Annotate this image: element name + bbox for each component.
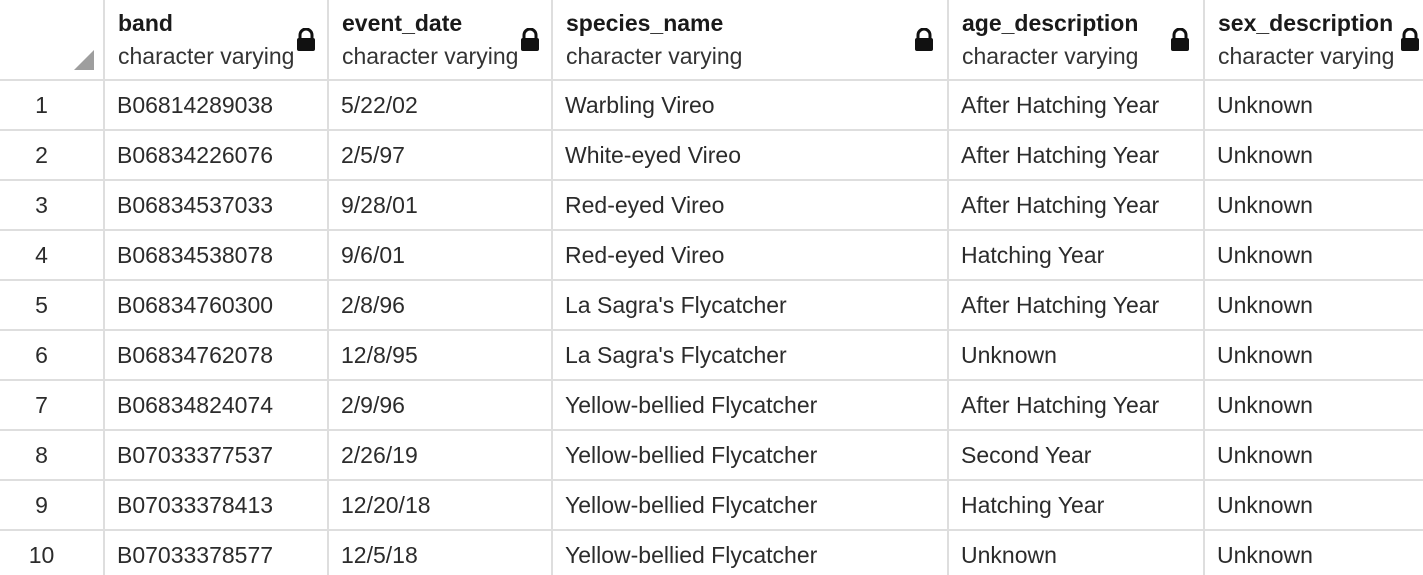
cell-species-name[interactable]: La Sagra's Flycatcher (552, 330, 949, 381)
select-all-corner[interactable] (0, 0, 105, 81)
lock-icon (297, 28, 315, 51)
cell-species-name[interactable]: Yellow-bellied Flycatcher (552, 480, 949, 531)
cell-sex-description[interactable]: Unknown (1204, 430, 1423, 481)
cell-species-name[interactable]: La Sagra's Flycatcher (552, 280, 949, 331)
table-row[interactable]: 3 B06834537033 9/28/01 Red-eyed Vireo After … (0, 180, 1423, 231)
cell-event-date[interactable]: 5/22/02 (328, 80, 553, 131)
cell-event-date[interactable]: 9/6/01 (328, 230, 553, 281)
column-header-species-name[interactable]: species_name character varying (552, 0, 949, 81)
cell-age-description[interactable]: After Hatching Year (948, 180, 1205, 231)
cell-species-name[interactable]: White-eyed Vireo (552, 130, 949, 181)
row-number[interactable]: 5 (0, 280, 105, 331)
column-header-event-date[interactable]: event_date character varying (328, 0, 553, 81)
column-name: age_description (962, 10, 1139, 36)
cell-band[interactable]: B06834762078 (104, 330, 329, 381)
cell-event-date[interactable]: 2/8/96 (328, 280, 553, 331)
column-header-age-description[interactable]: age_description character varying (948, 0, 1205, 81)
column-name: species_name (566, 10, 724, 36)
row-number[interactable]: 4 (0, 230, 105, 281)
table-row[interactable]: 4 B06834538078 9/6/01 Red-eyed Vireo Hatchin… (0, 230, 1423, 281)
cell-species-name[interactable]: Red-eyed Vireo (552, 230, 949, 281)
cell-band[interactable]: B06834226076 (104, 130, 329, 181)
cell-band[interactable]: B07033378577 (104, 530, 329, 575)
cell-species-name[interactable]: Yellow-bellied Flycatcher (552, 380, 949, 431)
lock-icon (521, 28, 539, 51)
row-number[interactable]: 3 (0, 180, 105, 231)
cell-event-date[interactable]: 12/20/18 (328, 480, 553, 531)
cell-species-name[interactable]: Yellow-bellied Flycatcher (552, 530, 949, 575)
cell-sex-description[interactable]: Unknown (1204, 230, 1423, 281)
cell-age-description[interactable]: Unknown (948, 530, 1205, 575)
column-type: character varying (566, 43, 743, 69)
header-row: band character varying event_date charac… (0, 0, 1423, 81)
cell-sex-description[interactable]: Unknown (1204, 330, 1423, 381)
cell-band[interactable]: B06834824074 (104, 380, 329, 431)
cell-event-date[interactable]: 12/8/95 (328, 330, 553, 381)
cell-event-date[interactable]: 9/28/01 (328, 180, 553, 231)
cell-age-description[interactable]: Hatching Year (948, 480, 1205, 531)
cell-band[interactable]: B06834537033 (104, 180, 329, 231)
row-number[interactable]: 6 (0, 330, 105, 381)
column-name: band (118, 10, 173, 36)
column-name: sex_description (1218, 10, 1394, 36)
cell-sex-description[interactable]: Unknown (1204, 480, 1423, 531)
row-number[interactable]: 9 (0, 480, 105, 531)
row-number[interactable]: 2 (0, 130, 105, 181)
cell-sex-description[interactable]: Unknown (1204, 180, 1423, 231)
column-header-sex-description[interactable]: sex_description character varying (1204, 0, 1423, 81)
select-all-icon (74, 50, 94, 70)
cell-event-date[interactable]: 2/26/19 (328, 430, 553, 481)
cell-age-description[interactable]: After Hatching Year (948, 280, 1205, 331)
table-body: 1 B06814289038 5/22/02 Warbling Vireo After … (0, 80, 1423, 575)
lock-icon (915, 28, 933, 51)
table-row[interactable]: 8 B07033377537 2/26/19 Yellow-bellied Flyca… (0, 430, 1423, 481)
column-type: character varying (1218, 43, 1395, 69)
cell-band[interactable]: B07033378413 (104, 480, 329, 531)
cell-age-description[interactable]: Second Year (948, 430, 1205, 481)
cell-age-description[interactable]: Hatching Year (948, 230, 1205, 281)
column-type: character varying (118, 43, 295, 69)
cell-age-description[interactable]: After Hatching Year (948, 380, 1205, 431)
column-header-band[interactable]: band character varying (104, 0, 329, 81)
cell-species-name[interactable]: Warbling Vireo (552, 80, 949, 131)
cell-sex-description[interactable]: Unknown (1204, 130, 1423, 181)
cell-band[interactable]: B06834760300 (104, 280, 329, 331)
table-row[interactable]: 1 B06814289038 5/22/02 Warbling Vireo After … (0, 80, 1423, 131)
cell-event-date[interactable]: 12/5/18 (328, 530, 553, 575)
row-number[interactable]: 8 (0, 430, 105, 481)
row-number[interactable]: 10 (0, 530, 105, 575)
table-row[interactable]: 2 B06834226076 2/5/97 White-eyed Vireo After… (0, 130, 1423, 181)
cell-sex-description[interactable]: Unknown (1204, 280, 1423, 331)
cell-band[interactable]: B06814289038 (104, 80, 329, 131)
table-row[interactable]: 9 B07033378413 12/20/18 Yellow-bellied Flyc… (0, 480, 1423, 531)
table-row[interactable]: 10 B07033378577 12/5/18 Yellow-bellied Flyc… (0, 530, 1423, 575)
cell-age-description[interactable]: After Hatching Year (948, 80, 1205, 131)
column-name: event_date (342, 10, 463, 36)
cell-band[interactable]: B06834538078 (104, 230, 329, 281)
cell-age-description[interactable]: After Hatching Year (948, 130, 1205, 181)
cell-species-name[interactable]: Yellow-bellied Flycatcher (552, 430, 949, 481)
table-row[interactable]: 7 B06834824074 2/9/96 Yellow-bellied Flycat… (0, 380, 1423, 431)
cell-sex-description[interactable]: Unknown (1204, 80, 1423, 131)
cell-event-date[interactable]: 2/9/96 (328, 380, 553, 431)
cell-band[interactable]: B07033377537 (104, 430, 329, 481)
cell-sex-description[interactable]: Unknown (1204, 380, 1423, 431)
row-number[interactable]: 1 (0, 80, 105, 131)
cell-age-description[interactable]: Unknown (948, 330, 1205, 381)
table-row[interactable]: 5 B06834760300 2/8/96 La Sagra's Flycatcher… (0, 280, 1423, 331)
lock-icon (1171, 28, 1189, 51)
column-type: character varying (342, 43, 519, 69)
cell-event-date[interactable]: 2/5/97 (328, 130, 553, 181)
row-number[interactable]: 7 (0, 380, 105, 431)
cell-sex-description[interactable]: Unknown (1204, 530, 1423, 575)
lock-icon (1401, 28, 1419, 51)
column-type: character varying (962, 43, 1139, 69)
table-row[interactable]: 6 B06834762078 12/8/95 La Sagra's Flycatche… (0, 330, 1423, 381)
cell-species-name[interactable]: Red-eyed Vireo (552, 180, 949, 231)
